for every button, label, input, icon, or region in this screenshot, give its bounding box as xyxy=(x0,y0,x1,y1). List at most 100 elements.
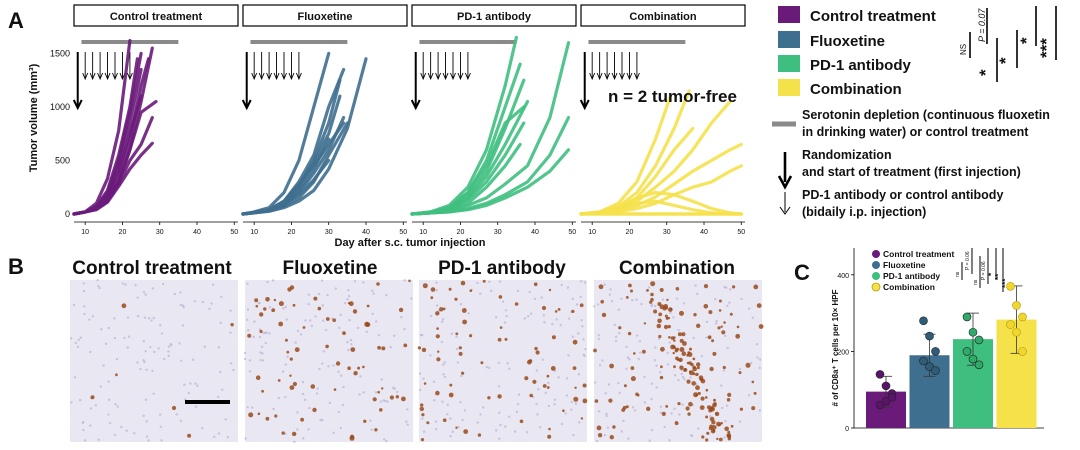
ihc-cd8-cell xyxy=(653,309,658,314)
ihc-nucleus xyxy=(460,374,463,378)
ihc-nucleus xyxy=(321,319,325,322)
ihc-nucleus xyxy=(673,407,676,410)
ihc-nucleus xyxy=(268,305,272,309)
ihc-nucleus xyxy=(145,368,148,371)
ihc-nucleus xyxy=(626,356,630,359)
ihc-nucleus xyxy=(677,378,680,382)
ihc-nucleus xyxy=(316,387,319,390)
ihc-title-fluoxetine: Fluoxetine xyxy=(282,258,377,279)
growth-curve xyxy=(72,38,132,216)
injection-arrowhead xyxy=(89,72,96,81)
ihc-nucleus xyxy=(547,381,550,385)
ihc-nucleus xyxy=(271,279,275,282)
ihc-cd8-cell xyxy=(292,303,296,307)
ihc-nucleus xyxy=(315,392,319,395)
ihc-cd8-cell xyxy=(546,386,550,389)
c-stat-ns1: ns xyxy=(955,271,961,277)
ihc-cd8-cell xyxy=(628,283,632,288)
panel-a-key: Serotonin depletion (continuous fluoxeti… xyxy=(772,108,1050,219)
ihc-cd8-cell xyxy=(623,384,627,388)
ihc-cd8-cell xyxy=(300,417,304,422)
ihc-nucleus xyxy=(217,346,221,349)
ihc-nucleus xyxy=(321,362,324,365)
x-tick-label: 50 xyxy=(568,229,576,236)
ihc-nucleus xyxy=(406,408,409,411)
ihc-nucleus xyxy=(608,293,612,296)
key-thick-text-1: Randomization xyxy=(802,148,892,162)
ihc-nucleus xyxy=(479,292,482,295)
ihc-cd8-cell xyxy=(696,323,701,328)
ihc-cd8-cell xyxy=(758,324,764,329)
x-tick-label: 50 xyxy=(399,229,407,236)
ihc-nucleus xyxy=(551,322,554,326)
ihc-nucleus xyxy=(116,405,119,408)
ihc-nucleus xyxy=(673,374,677,377)
c-legend-pd1: PD-1 antibody xyxy=(883,271,940,281)
ihc-nucleus xyxy=(577,373,581,376)
ihc-nucleus xyxy=(321,304,324,307)
ihc-nucleus xyxy=(631,406,635,409)
ihc-nucleus xyxy=(362,391,365,394)
ihc-cd8-cell xyxy=(609,435,614,440)
ihc-nucleus xyxy=(307,428,310,431)
ihc-nucleus xyxy=(495,429,498,432)
ihc-cd8-cell xyxy=(618,326,622,330)
ihc-nucleus xyxy=(160,332,164,335)
ihc-cd8-cell xyxy=(90,395,95,400)
ihc-cd8-cell xyxy=(625,296,629,299)
ihc-nucleus xyxy=(208,307,211,311)
ihc-nucleus xyxy=(723,285,726,289)
ihc-cd8-cell xyxy=(608,398,613,403)
growth-curve xyxy=(241,158,331,216)
ihc-cd8-cell xyxy=(257,412,261,416)
ihc-nucleus xyxy=(567,317,571,320)
ihc-nucleus xyxy=(217,432,221,435)
ihc-nucleus xyxy=(79,336,82,339)
ihc-nucleus xyxy=(643,401,647,404)
ihc-nucleus xyxy=(659,411,663,414)
ihc-nucleus xyxy=(142,359,145,362)
ihc-nucleus xyxy=(441,400,444,403)
ihc-nucleus xyxy=(455,335,458,338)
ihc-nucleus xyxy=(553,403,556,406)
ihc-cd8-cell xyxy=(729,312,733,316)
ihc-nucleus xyxy=(668,439,671,442)
ihc-cd8-cell xyxy=(732,285,736,289)
c-data-point xyxy=(1018,347,1027,356)
ihc-nucleus xyxy=(467,312,470,315)
ihc-cd8-cell xyxy=(350,434,355,439)
panel-c-bar-chart: 0 200 400 xyxy=(837,248,1044,433)
ihc-nucleus xyxy=(541,358,544,361)
legend-label-pd1: PD-1 antibody xyxy=(810,57,911,74)
ihc-nucleus xyxy=(750,361,753,365)
ihc-cd8-cell xyxy=(408,279,411,283)
ihc-nucleus xyxy=(640,302,643,306)
ihc-cd8-cell xyxy=(582,383,587,388)
ihc-cd8-cell xyxy=(366,304,370,308)
ihc-nucleus xyxy=(446,403,449,406)
ihc-nucleus xyxy=(547,404,551,408)
ihc-nucleus xyxy=(258,335,262,339)
x-tick-label: 40 xyxy=(193,229,201,236)
c-data-point xyxy=(1018,312,1027,322)
panel-c-significance: ns P = 0.06 ns P = 0.06 * ** *** xyxy=(955,248,1010,292)
injection-arrowhead xyxy=(427,72,434,81)
ihc-nucleus xyxy=(134,283,137,287)
ihc-nucleus xyxy=(459,302,463,306)
c-stat-s2: ** xyxy=(994,273,1003,280)
ihc-nucleus xyxy=(692,336,695,340)
c-data-point xyxy=(887,393,897,402)
ihc-nucleus xyxy=(201,426,204,430)
panel-letter-c: C xyxy=(794,260,810,285)
ihc-nucleus xyxy=(113,317,116,320)
ihc-nucleus xyxy=(633,409,637,412)
ihc-nucleus xyxy=(142,414,145,418)
ihc-nucleus xyxy=(97,284,100,288)
ihc-nucleus xyxy=(145,435,149,438)
ihc-nucleus xyxy=(503,321,507,324)
ihc-nucleus xyxy=(681,375,685,379)
ihc-nucleus xyxy=(187,391,190,395)
ihc-cd8-cell xyxy=(718,309,722,312)
ihc-nucleus xyxy=(253,320,256,323)
panel-a-ylabel: Tumor volume (mm³) xyxy=(28,63,40,172)
